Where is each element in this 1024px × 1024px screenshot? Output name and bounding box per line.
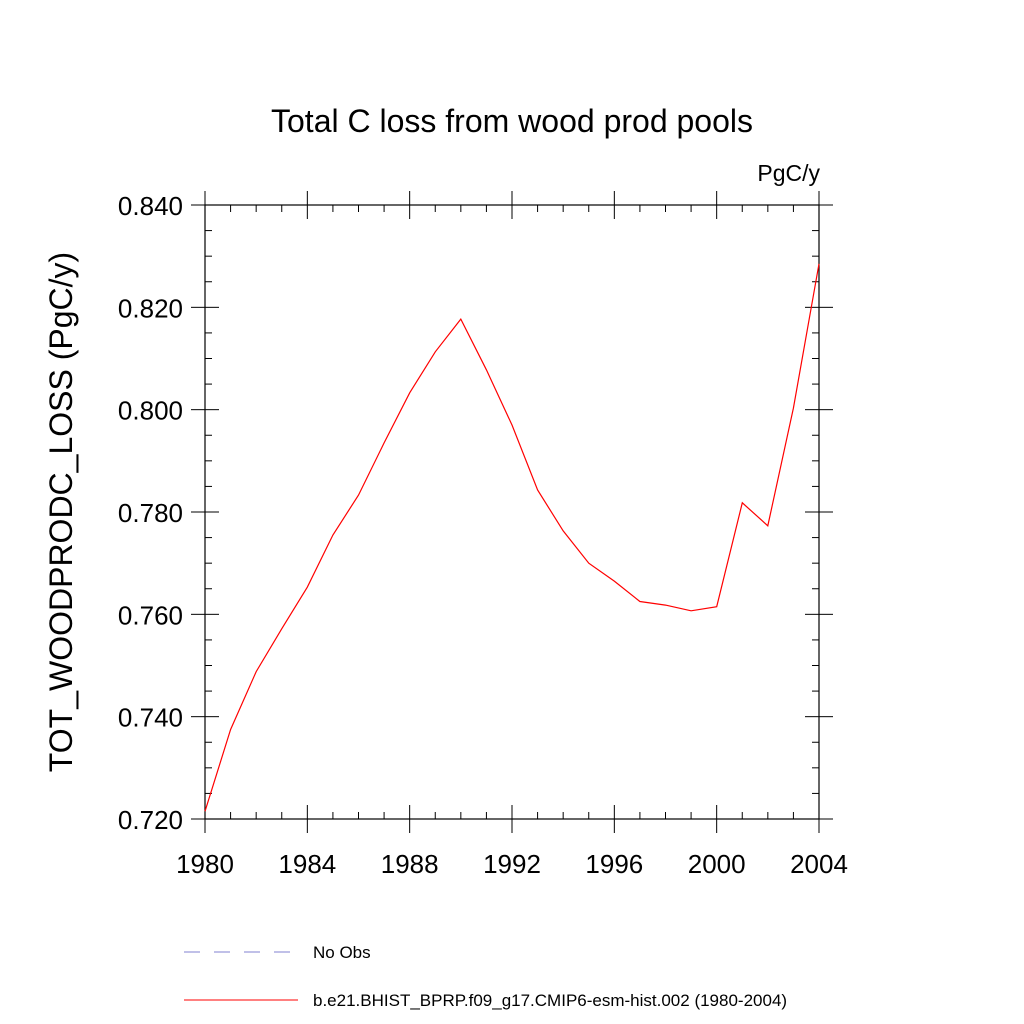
y-tick-label: 0.800 [118, 396, 183, 426]
x-tick-label: 1988 [381, 849, 439, 879]
chart-title: Total C loss from wood prod pools [271, 103, 753, 139]
x-axis: 1980 1984 1988 1992 1996 2000 2004 [176, 191, 848, 879]
plot-frame [204, 204, 820, 820]
y-axis-label: TOT_WOODPRODC_LOSS (PgC/y) [43, 252, 79, 772]
x-tick-label: 1996 [585, 849, 643, 879]
units-label: PgC/y [757, 160, 820, 186]
legend: No Obs b.e21.BHIST_BPRP.f09_g17.CMIP6-esm… [184, 943, 787, 1010]
y-axis: 0.720 0.740 0.760 0.780 0.800 0.820 0.840 [118, 191, 833, 835]
y-tick-label: 0.720 [118, 805, 183, 835]
x-tick-label: 1992 [483, 849, 541, 879]
y-tick-label: 0.740 [118, 703, 183, 733]
x-tick-label: 1984 [278, 849, 336, 879]
x-tick-label: 1980 [176, 849, 234, 879]
series-line [204, 263, 820, 812]
x-tick-label: 2000 [688, 849, 746, 879]
y-tick-label: 0.820 [118, 293, 183, 323]
legend-label: No Obs [313, 943, 371, 962]
legend-label: b.e21.BHIST_BPRP.f09_g17.CMIP6-esm-hist.… [313, 991, 787, 1010]
y-tick-label: 0.840 [118, 191, 183, 221]
x-tick-label: 2004 [790, 849, 848, 879]
y-tick-label: 0.780 [118, 498, 183, 528]
y-tick-label: 0.760 [118, 600, 183, 630]
series-layer [204, 263, 820, 812]
